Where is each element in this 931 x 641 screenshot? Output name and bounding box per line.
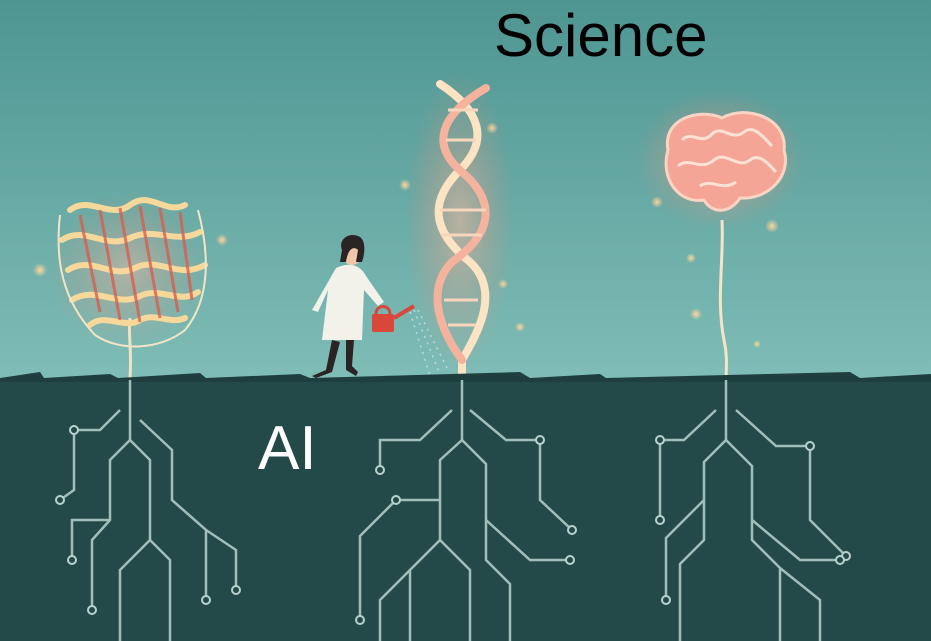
- ground-soil: [0, 378, 931, 641]
- science-label: Science: [494, 2, 708, 69]
- circuit-nodes: [55, 425, 851, 625]
- ai-label: AI: [258, 414, 317, 483]
- dna-helix-plant: [405, 70, 515, 382]
- grass-edge: [0, 372, 931, 382]
- protein-structure-plant: [48, 192, 208, 379]
- scientist-figure: [312, 234, 449, 378]
- brain-plant: [635, 90, 805, 381]
